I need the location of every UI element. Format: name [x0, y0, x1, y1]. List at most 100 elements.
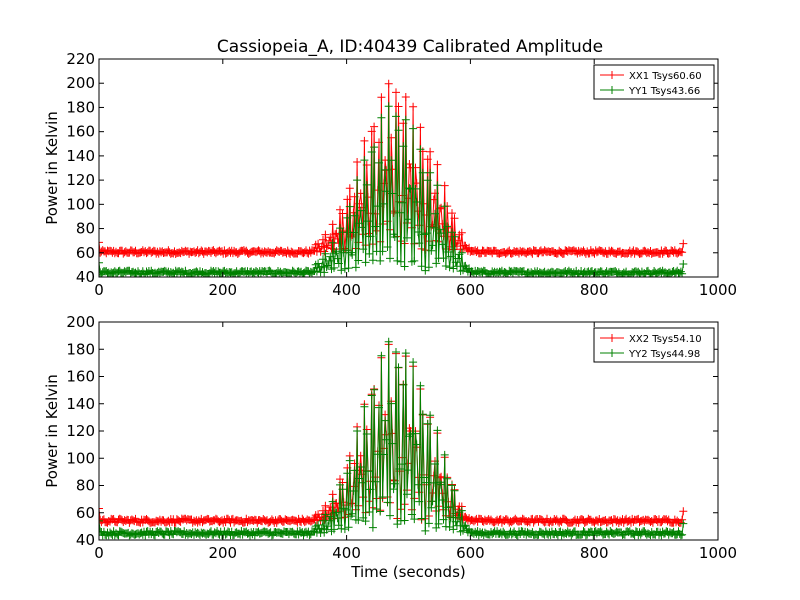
data-point: [679, 239, 688, 248]
data-point: [431, 209, 439, 218]
data-point: [376, 507, 385, 516]
data-point: [438, 240, 447, 249]
data-point: [362, 430, 371, 438]
data-point: [326, 233, 335, 242]
data-point: [454, 254, 463, 263]
data-point: [377, 351, 386, 360]
data-point: [383, 243, 392, 251]
data-point: [420, 473, 428, 482]
data-point: [432, 259, 441, 268]
data-point: [333, 514, 342, 523]
data-point: [392, 348, 400, 356]
data-point: [412, 198, 421, 206]
x-tick-label: 0: [94, 281, 104, 299]
legend: XX1 Tsys60.60 YY1 Tsys43.66: [593, 64, 715, 100]
data-point: [450, 232, 459, 241]
data-point: [141, 531, 150, 540]
data-point: [394, 102, 403, 111]
data-point: [383, 498, 392, 507]
x-tick-label: 400: [332, 544, 361, 562]
data-point: [679, 260, 688, 268]
y-tick-label: 220: [66, 50, 95, 68]
data-point: [336, 480, 344, 489]
data-point: [348, 250, 357, 259]
data-point: [356, 451, 365, 460]
data-point: [427, 246, 436, 255]
data-point: [435, 225, 444, 234]
y-tick-label: 200: [66, 313, 95, 331]
data-point: [401, 93, 410, 101]
data-point: [579, 527, 588, 536]
legend-marker: [608, 86, 616, 94]
data-point: [328, 497, 337, 506]
data-point: [423, 176, 432, 185]
data-point: [396, 257, 405, 266]
data-point: [344, 523, 353, 532]
data-point: [387, 156, 396, 165]
data-point: [398, 460, 407, 469]
data-point: [421, 266, 430, 275]
data-point: [370, 122, 379, 131]
data-point: [438, 496, 447, 504]
data-point: [437, 229, 446, 238]
y-tick-label: 40: [76, 531, 95, 549]
data-point: [678, 530, 687, 539]
data-point: [388, 189, 397, 198]
data-point: [379, 450, 388, 459]
data-point: [343, 195, 352, 204]
data-point: [338, 228, 347, 237]
data-point: [384, 337, 393, 346]
data-point: [384, 102, 393, 111]
data-point: [349, 228, 358, 237]
data-point: [431, 460, 439, 468]
data-point: [320, 268, 329, 277]
data-point: [389, 485, 398, 494]
data-point: [409, 124, 418, 133]
data-point: [404, 215, 413, 224]
data-point: [332, 247, 341, 256]
data-point: [439, 515, 448, 524]
data-point: [441, 262, 450, 270]
data-point: [390, 479, 399, 488]
data-point: [440, 202, 449, 211]
data-point: [401, 349, 410, 358]
data-point: [415, 239, 424, 248]
data-point: [452, 521, 461, 530]
data-point: [388, 439, 397, 448]
y-tick-label: 160: [66, 123, 95, 141]
data-point: [371, 477, 380, 486]
data-point: [454, 236, 463, 245]
data-point: [449, 525, 458, 534]
x-tick-label: 200: [208, 281, 237, 299]
data-point: [326, 252, 335, 261]
data-point: [356, 206, 365, 215]
data-point: [415, 497, 424, 506]
data-point: [395, 465, 404, 473]
data-point: [444, 223, 453, 232]
legend-box: [593, 64, 715, 100]
data-point: [416, 123, 425, 132]
data-point: [450, 214, 459, 223]
data-point: [433, 426, 442, 435]
data-point: [321, 249, 330, 258]
data-point: [368, 256, 377, 265]
data-point: [409, 102, 418, 111]
data-point: [440, 450, 449, 459]
data-point: [414, 228, 422, 236]
data-point: [417, 514, 426, 523]
data-point: [678, 515, 687, 524]
data-point: [351, 263, 360, 272]
legend-label: YY1 Tsys43.66: [628, 86, 700, 97]
y-tick-label: 180: [66, 340, 95, 358]
data-point: [334, 259, 343, 268]
data-point: [378, 247, 387, 256]
y-tick-label: 80: [76, 220, 95, 238]
data-point: [445, 263, 454, 272]
data-point: [429, 223, 438, 232]
data-point: [418, 410, 427, 419]
data-point: [384, 79, 393, 88]
data-point: [343, 213, 352, 222]
data-point: [319, 235, 327, 244]
data-point: [403, 490, 411, 499]
